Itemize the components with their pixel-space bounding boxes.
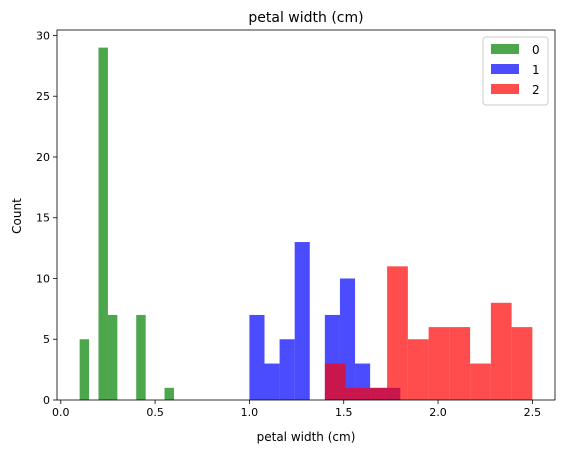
- bar-series-2-bin-9: [511, 327, 533, 400]
- x-tick-label: 0.0: [52, 406, 70, 419]
- bar-series-2-bin-1: [345, 387, 367, 400]
- y-tick-label: 10: [36, 272, 50, 285]
- x-tick-label: 1.0: [241, 406, 259, 419]
- bar-series-1-bin-1: [264, 363, 280, 400]
- y-tick-label: 15: [36, 212, 50, 225]
- bar-series-2-bin-7: [470, 363, 491, 400]
- legend: 0 1 2: [482, 36, 549, 106]
- legend-swatch-1: [491, 64, 519, 74]
- x-tick-label: 2.5: [524, 406, 542, 419]
- y-tick-label: 30: [36, 29, 50, 42]
- bar-series-2-bin-3: [387, 266, 408, 400]
- x-tick-label: 1.5: [335, 406, 353, 419]
- legend-swatch-0: [491, 44, 519, 54]
- legend-swatch-2: [491, 84, 519, 94]
- bars-layer: [79, 47, 533, 400]
- legend-label-0: 0: [532, 43, 540, 57]
- bar-series-0-bin-9: [164, 387, 174, 400]
- x-tick-label: 0.5: [146, 406, 164, 419]
- bar-series-2-bin-2: [366, 387, 388, 400]
- chart-title: petal width (cm): [248, 10, 363, 26]
- x-axis-label: petal width (cm): [257, 430, 356, 444]
- bar-series-0-bin-6: [136, 314, 146, 400]
- y-axis-label: Count: [10, 198, 24, 234]
- y-tick-label: 25: [36, 90, 50, 103]
- bar-series-0-bin-0: [79, 339, 90, 400]
- bar-series-0-bin-2: [98, 47, 108, 400]
- y-tick-label: 0: [43, 394, 50, 407]
- bar-series-2-bin-4: [407, 339, 429, 400]
- bar-series-1-bin-2: [279, 339, 295, 400]
- bar-series-2-bin-0: [324, 363, 346, 400]
- bar-series-1-bin-0: [249, 314, 265, 400]
- legend-label-2: 2: [532, 83, 540, 97]
- bar-series-2-bin-6: [449, 327, 471, 400]
- bar-series-2-bin-8: [490, 302, 512, 400]
- y-tick-label: 20: [36, 151, 50, 164]
- bar-series-2-bin-5: [428, 327, 450, 400]
- legend-label-1: 1: [532, 63, 540, 77]
- x-tick-label: 2.0: [429, 406, 447, 419]
- bar-series-0-bin-3: [107, 314, 118, 400]
- plot-frame: [56, 29, 556, 401]
- bar-series-1-bin-3: [294, 242, 310, 400]
- y-tick-label: 5: [43, 333, 50, 346]
